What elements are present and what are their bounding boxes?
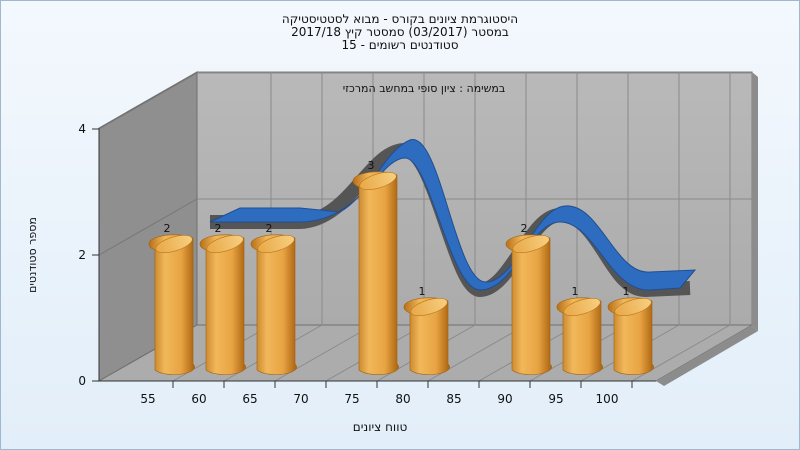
- x-tick-label: 95: [548, 392, 563, 406]
- bar-top: [155, 235, 193, 253]
- bar-top: [206, 235, 244, 253]
- x-tick-label: 55: [140, 392, 155, 406]
- chart-subtitle-semester: במסטר (03/2017) סמסטר קיץ 2017/18: [291, 25, 509, 39]
- bar: 2: [199, 222, 246, 375]
- bar-value-label: 1: [572, 285, 579, 298]
- bar: 3: [352, 159, 399, 375]
- bar: 2: [250, 222, 297, 375]
- bar-top: [359, 172, 397, 190]
- bar-top: [512, 235, 550, 253]
- bar-value-label: 2: [521, 222, 528, 235]
- bar-top: [410, 298, 448, 316]
- chart-subtitle-registered: סטודנטים רשומים - 15: [341, 38, 459, 52]
- bar: 1: [556, 285, 603, 375]
- chart-title: היסטוגרמת ציונים בקורס - מבוא לסטטיסטיקה: [281, 12, 519, 26]
- x-tick-label: 60: [191, 392, 206, 406]
- bar: 1: [403, 285, 450, 375]
- distribution-curve: [209, 139, 697, 297]
- x-tick-label: 70: [293, 392, 308, 406]
- x-tick-label: 65: [242, 392, 257, 406]
- x-tick-label: 100: [596, 392, 619, 406]
- floor-edge: [656, 325, 758, 386]
- y-axis-title: מספר סטודנטים: [26, 217, 39, 293]
- bars: 2 2 2 3 1 2 1 1: [148, 159, 654, 375]
- y-tick-label: 0: [78, 374, 86, 388]
- y-tick-label: 2: [78, 248, 86, 262]
- bar-value-label: 1: [623, 285, 630, 298]
- bar: 1: [607, 285, 654, 375]
- grid-line-y-side: [98, 72, 198, 130]
- bar-top: [563, 298, 601, 316]
- plot-subtitle: במשימה : ציון סופי במחשב המרכזי: [343, 82, 506, 95]
- bar-body: [199, 234, 246, 375]
- bar-body: [148, 234, 195, 375]
- bar-top: [614, 298, 652, 316]
- bar-value-label: 1: [419, 285, 426, 298]
- y-axis: 0 2 4: [78, 122, 100, 388]
- bar-value-label: 2: [164, 222, 171, 235]
- x-tick-label: 75: [344, 392, 359, 406]
- x-tick-label: 85: [446, 392, 461, 406]
- bar: 2: [505, 222, 552, 375]
- curve-ribbon: [209, 139, 697, 291]
- bar: 2: [148, 222, 195, 375]
- bar-value-label: 3: [368, 159, 375, 172]
- grid-line-y-side: [98, 198, 198, 256]
- x-axis: 55 60 65 70 75 80 85 90 95 100: [99, 380, 656, 406]
- bar-body: [556, 297, 603, 375]
- bar-body: [403, 297, 450, 375]
- x-axis-title: טווח ציונים: [353, 420, 408, 434]
- y-tick-label: 4: [78, 122, 86, 136]
- bar-top: [257, 235, 295, 253]
- bar-body: [352, 171, 399, 375]
- bar-body: [505, 234, 552, 375]
- x-tick-label: 90: [497, 392, 512, 406]
- bar-value-label: 2: [215, 222, 222, 235]
- bar-body: [250, 234, 297, 375]
- bar-body: [607, 297, 654, 375]
- bar-value-label: 2: [266, 222, 273, 235]
- wall-edge: [752, 72, 758, 331]
- x-tick-label: 80: [395, 392, 410, 406]
